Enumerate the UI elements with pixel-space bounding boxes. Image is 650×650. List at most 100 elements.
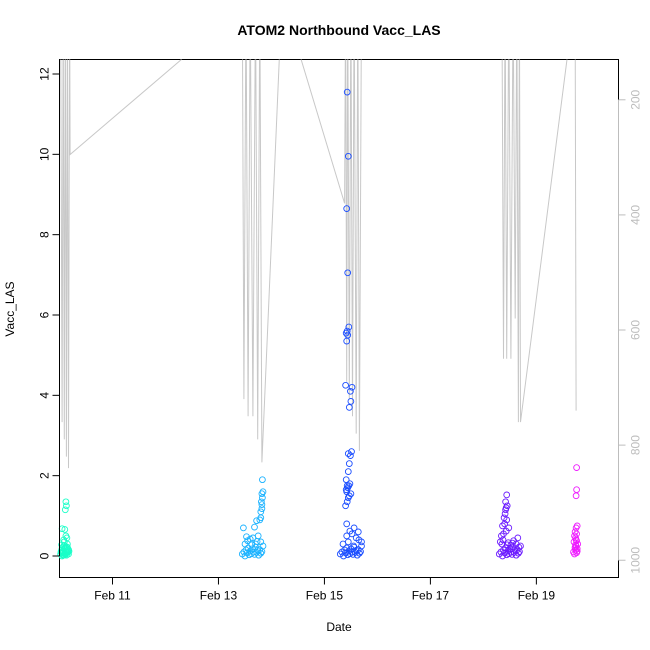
- data-point-series-5: [572, 541, 579, 549]
- data-point-series-5: [571, 543, 579, 551]
- x-tick-label: Feb 15: [306, 589, 344, 603]
- data-point-series-3: [343, 498, 351, 506]
- data-point-series-2: [257, 538, 265, 546]
- data-point-series-3: [344, 331, 352, 339]
- y-tick-label: 10: [38, 147, 52, 161]
- secondary-tick-label: 800: [629, 435, 643, 455]
- data-point-series-4: [508, 551, 516, 558]
- data-point-series-3: [348, 383, 356, 391]
- data-point-series-2: [259, 476, 266, 484]
- data-point-series-5: [573, 545, 581, 553]
- data-point-series-4: [501, 549, 508, 557]
- data-point-series-3: [349, 551, 357, 558]
- data-point-series-4: [502, 544, 509, 552]
- y-tick-label: 6: [38, 311, 52, 318]
- data-point-series-3: [344, 450, 352, 457]
- data-point-series-3: [342, 502, 349, 510]
- data-point-series-2: [258, 501, 266, 508]
- data-point-series-2: [257, 508, 265, 516]
- data-point-series-3: [345, 404, 353, 411]
- data-point-series-3: [345, 323, 353, 331]
- data-point-series-5: [573, 522, 581, 530]
- secondary-tick-label: 1000: [629, 547, 643, 574]
- data-point-series-3: [350, 542, 357, 550]
- data-point-series-3: [342, 381, 349, 389]
- data-point-series-4: [503, 491, 511, 499]
- data-point-series-3: [352, 534, 360, 542]
- data-point-series-1: [63, 502, 70, 510]
- secondary-layer: [60, 59, 577, 469]
- chart-title: ATOM2 Northbound Vacc_LAS: [237, 22, 440, 38]
- data-point-series-3: [358, 542, 365, 550]
- data-point-series-3: [354, 528, 362, 536]
- data-point-series-3: [343, 205, 351, 212]
- data-point-series-4: [505, 524, 513, 532]
- data-point-series-5: [573, 464, 580, 471]
- data-point-series-2: [240, 524, 247, 532]
- data-point-series-5: [573, 537, 580, 545]
- data-point-series-1: [61, 506, 69, 514]
- data-point-series-2: [257, 549, 265, 557]
- data-point-series-1: [62, 498, 70, 506]
- x-tick-label: Feb 11: [94, 589, 131, 603]
- data-point-series-4: [499, 522, 506, 530]
- data-point-series-3: [347, 452, 354, 459]
- data-point-series-1: [64, 547, 72, 555]
- data-point-series-2: [259, 542, 267, 550]
- data-point-series-3: [342, 486, 350, 494]
- x-tick-label: Feb 17: [412, 589, 450, 603]
- data-point-series-1: [64, 543, 71, 551]
- data-point-series-3: [344, 538, 352, 546]
- data-point-series-5: [573, 547, 581, 555]
- data-point-series-3: [344, 269, 352, 277]
- data-point-series-3: [343, 327, 351, 335]
- secondary-tick-label: 200: [629, 89, 643, 109]
- data-point-series-2: [248, 541, 256, 549]
- data-point-series-3: [350, 524, 358, 532]
- y-tick-label: 8: [38, 231, 52, 238]
- data-point-series-4: [502, 498, 509, 506]
- data-point-series-3: [341, 546, 348, 554]
- data-point-series-3: [342, 476, 350, 484]
- data-point-series-3: [358, 538, 365, 546]
- y-tick-label: 12: [38, 67, 52, 81]
- y-tick-label: 4: [38, 392, 52, 399]
- data-point-series-3: [347, 387, 354, 395]
- secondary-tick-label: 400: [629, 205, 643, 225]
- data-point-series-2: [243, 533, 250, 541]
- data-point-series-3: [342, 549, 349, 557]
- data-point-series-5: [573, 486, 580, 494]
- axes-layer: Feb 11 Feb 13 Feb 15 Feb 17 Feb 19 0 2 4 6 8 10 12 2…: [38, 67, 643, 602]
- data-point-series-3: [346, 527, 354, 535]
- y-tick-label: 2: [38, 472, 52, 479]
- data-point-series-2: [258, 505, 266, 512]
- data-point-series-2: [251, 551, 258, 558]
- data-point-series-3: [344, 468, 352, 475]
- points-layer: [57, 88, 582, 560]
- data-point-series-1: [61, 526, 69, 533]
- data-point-series-3: [356, 549, 363, 557]
- data-point-series-2: [240, 548, 248, 556]
- y-axis-label: Vacc_LAS: [3, 281, 17, 336]
- data-point-series-2: [251, 523, 258, 531]
- data-point-series-2: [258, 498, 265, 506]
- data-point-series-3: [345, 460, 353, 467]
- data-point-series-5: [572, 546, 579, 554]
- x-axis-label: Date: [326, 620, 352, 634]
- x-tick-label: Feb 13: [200, 589, 238, 603]
- data-point-series-4: [498, 532, 505, 540]
- data-point-series-2: [259, 488, 267, 496]
- data-point-series-5: [571, 528, 579, 536]
- data-point-series-4: [500, 514, 508, 522]
- secondary-tick-label: 600: [629, 320, 643, 340]
- data-point-series-3: [344, 152, 352, 160]
- data-point-series-3: [347, 490, 355, 498]
- data-point-series-1: [63, 534, 71, 542]
- data-point-series-4: [517, 542, 524, 550]
- x-tick-label: Feb 19: [518, 589, 556, 603]
- data-point-series-2: [243, 549, 251, 557]
- data-point-series-3: [347, 398, 355, 405]
- secondary-line: [60, 59, 577, 469]
